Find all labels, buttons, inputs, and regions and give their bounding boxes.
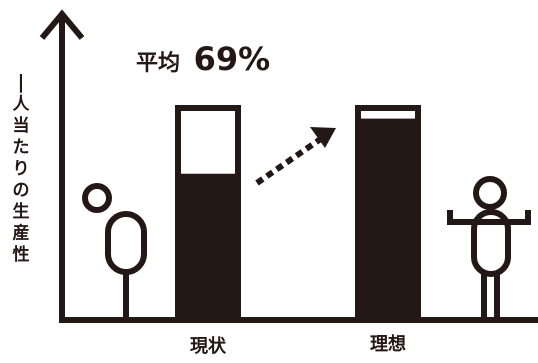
person-arms-raised-icon <box>447 176 531 318</box>
bars <box>175 105 421 323</box>
average-label: 平均 <box>136 50 180 76</box>
x-tick-label: 理想 <box>370 333 406 355</box>
y-axis-label-char: り <box>13 159 30 179</box>
y-axis-label-char: の <box>13 181 30 201</box>
person-icon <box>82 183 147 320</box>
y-axis-label-char: 生 <box>13 201 30 222</box>
average-annotation: 平均 69% <box>136 40 270 78</box>
y-axis-label-char: 性 <box>13 244 30 265</box>
y-axis-label-char: 人 <box>13 95 31 115</box>
y-axis-label-char: 当 <box>13 115 30 136</box>
y-axis-label-char: | <box>18 71 25 93</box>
y-axis-label-char: 産 <box>13 223 30 244</box>
bar-1 <box>355 118 421 320</box>
bar-0 <box>175 173 241 320</box>
x-tick-labels: 現状 理想 <box>190 333 406 357</box>
x-tick-label: 現状 <box>190 335 227 357</box>
y-axis <box>39 9 85 322</box>
y-axis-label-char: た <box>13 138 30 158</box>
dotted-arrow-icon <box>255 127 336 186</box>
average-value: 69% <box>194 40 271 78</box>
